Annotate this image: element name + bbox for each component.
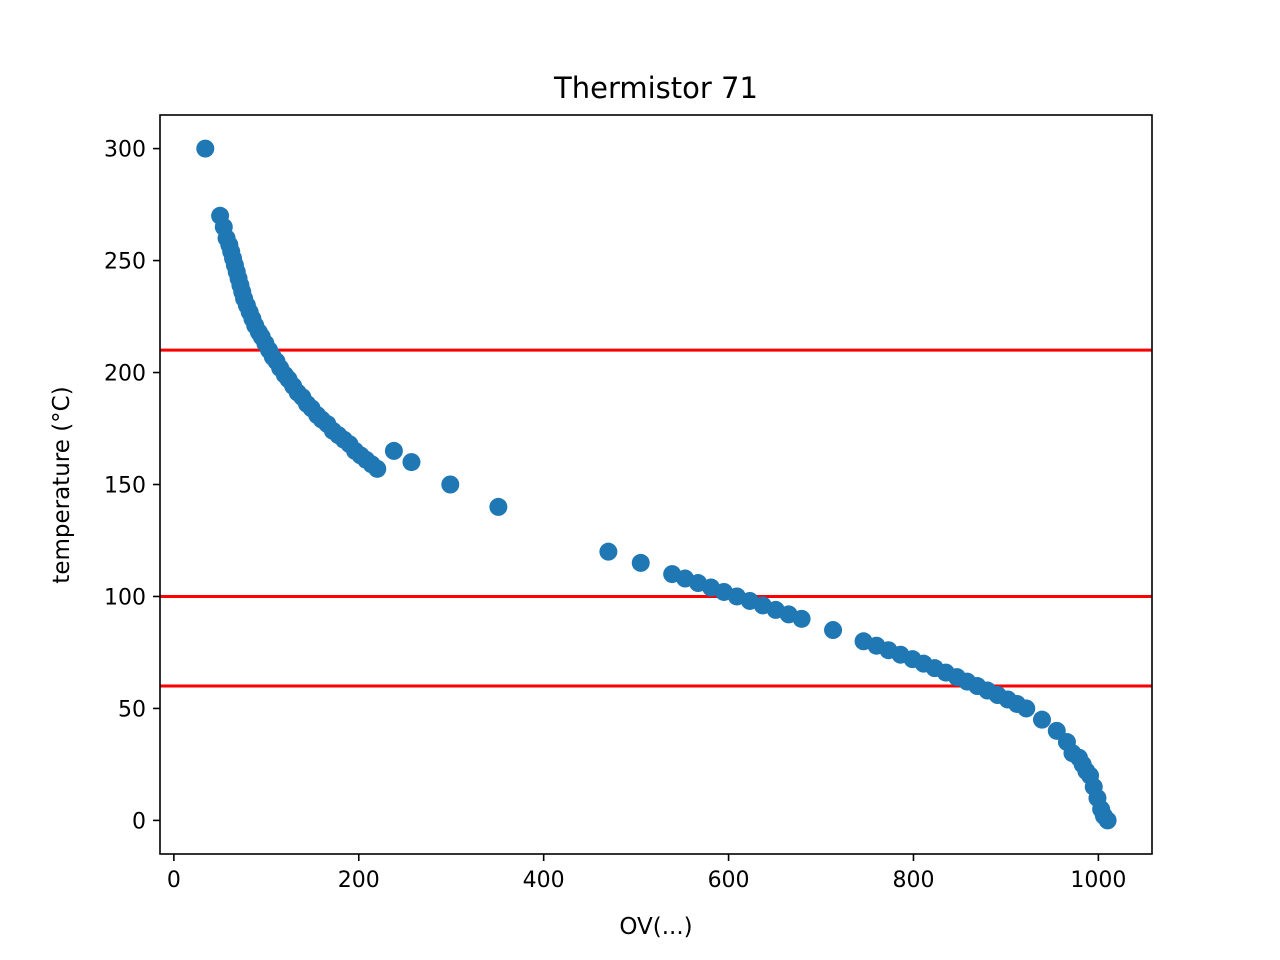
y-tick-label: 200 [104, 362, 146, 387]
data-point-0 [196, 139, 215, 158]
x-tick-label: 0 [167, 868, 181, 893]
data-point-48 [631, 553, 650, 572]
data-point-47 [599, 542, 618, 561]
plot-frame [159, 114, 1153, 855]
data-point-46 [489, 497, 508, 516]
x-tick-label: 200 [338, 868, 380, 893]
x-tick-label: 400 [523, 868, 565, 893]
data-point-60 [824, 621, 843, 640]
x-tick-label: 600 [708, 868, 750, 893]
chart-title: Thermistor 71 [553, 71, 758, 105]
data-point-89 [1098, 811, 1117, 830]
y-tick-label: 150 [104, 474, 146, 499]
y-axis-ticks: 0 50 100 150 200 250 300 [104, 138, 160, 834]
y-tick-label: 300 [104, 138, 146, 163]
data-point-77 [1032, 710, 1051, 729]
data-point-42 [368, 459, 387, 478]
data-point-43 [384, 441, 403, 460]
data-point-59 [792, 609, 811, 628]
data-points [196, 139, 1117, 830]
x-tick-label: 800 [892, 868, 934, 893]
x-tick-label: 1000 [1070, 868, 1126, 893]
y-tick-label: 250 [104, 250, 146, 275]
y-tick-label: 100 [104, 585, 146, 610]
x-axis-ticks: 0 200 400 600 800 1000 [167, 854, 1126, 893]
data-point-44 [402, 453, 421, 472]
y-tick-label: 50 [118, 697, 146, 722]
y-tick-label: 0 [132, 809, 146, 834]
y-axis-label: temperature (°C) [49, 386, 75, 583]
x-axis-label: OV(...) [619, 914, 692, 940]
data-point-76 [1017, 699, 1036, 718]
data-point-45 [441, 475, 460, 494]
